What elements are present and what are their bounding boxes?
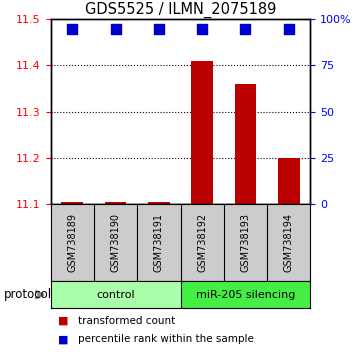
Bar [180, 281, 310, 308]
Bar [105, 202, 126, 204]
Bar [148, 202, 170, 204]
Text: GSM738190: GSM738190 [110, 213, 121, 272]
Text: percentile rank within the sample: percentile rank within the sample [78, 334, 253, 344]
Bar [278, 158, 300, 204]
Point [69, 26, 75, 32]
Text: GSM738194: GSM738194 [284, 213, 294, 272]
Point [113, 26, 118, 32]
Bar [235, 84, 256, 204]
Text: transformed count: transformed count [78, 316, 175, 326]
Point [243, 26, 248, 32]
Point [199, 26, 205, 32]
Text: GSM738191: GSM738191 [154, 213, 164, 272]
Text: miR-205 silencing: miR-205 silencing [196, 290, 295, 300]
Text: ■: ■ [58, 316, 68, 326]
Title: GDS5525 / ILMN_2075189: GDS5525 / ILMN_2075189 [85, 2, 276, 18]
Text: control: control [96, 290, 135, 300]
Bar [51, 281, 180, 308]
Text: GSM738192: GSM738192 [197, 213, 207, 272]
Text: protocol: protocol [4, 288, 52, 301]
Bar [191, 61, 213, 204]
Point [156, 26, 162, 32]
Text: GSM738193: GSM738193 [240, 213, 251, 272]
Point [286, 26, 292, 32]
Text: ■: ■ [58, 334, 68, 344]
Text: GSM738189: GSM738189 [67, 213, 77, 272]
Bar [61, 202, 83, 204]
